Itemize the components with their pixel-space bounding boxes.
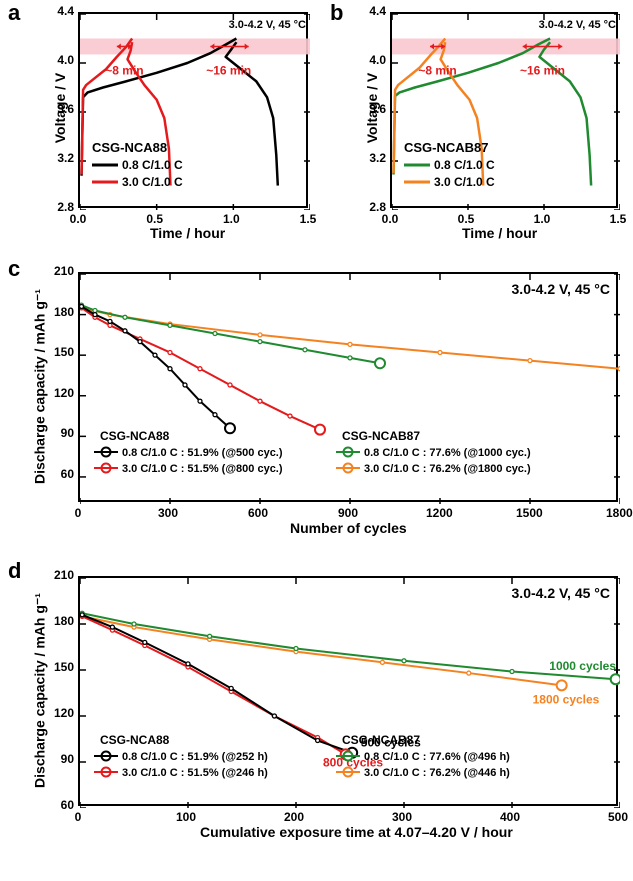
xlabel-a: Time / hour — [150, 225, 225, 241]
xtick: 600 — [246, 506, 270, 520]
ytick: 3.2 — [356, 151, 386, 165]
xtick: 0.0 — [66, 212, 90, 226]
chart-a: 3.0-4.2 V, 45 °C ~8 min ~16 min CSG-NCA88 0.… — [78, 12, 308, 208]
ytick: 180 — [44, 305, 74, 319]
ytick: 210 — [44, 568, 74, 582]
ytick: 120 — [44, 706, 74, 720]
svg-text:0.8 C/1.0 C : 51.9% (@252 h): 0.8 C/1.0 C : 51.9% (@252 h) — [122, 751, 268, 763]
chart-d: 3.0-4.2 V, 45 °C500 cycles800 cycles1000… — [78, 576, 618, 806]
svg-text:1000 cycles: 1000 cycles — [549, 659, 616, 673]
label-c: c — [8, 256, 20, 282]
xtick: 0.5 — [143, 212, 167, 226]
xtick: 200 — [282, 810, 306, 824]
svg-text:3.0-4.2 V, 45 °C: 3.0-4.2 V, 45 °C — [512, 585, 610, 601]
svg-text:3.0 C/1.0 C : 76.2% (@446 h): 3.0 C/1.0 C : 76.2% (@446 h) — [364, 767, 510, 779]
label-d: d — [8, 558, 21, 584]
svg-text:~8 min: ~8 min — [105, 63, 143, 77]
label-a: a — [8, 0, 20, 26]
svg-text:CSG-NCAB87: CSG-NCAB87 — [342, 429, 420, 443]
ytick: 150 — [44, 345, 74, 359]
svg-text:0.8 C/1.0 C : 77.6% (@1000 cyc: 0.8 C/1.0 C : 77.6% (@1000 cyc.) — [364, 447, 531, 459]
svg-text:CSG-NCAB87: CSG-NCAB87 — [404, 140, 489, 155]
figure-root: a 3.0-4.2 V, 45 °C ~8 min ~16 min CSG-NCA88… — [0, 0, 633, 881]
ytick: 3.6 — [44, 102, 74, 116]
ytick: 210 — [44, 264, 74, 278]
chart-c: 3.0-4.2 V, 45 °C CSG-NCA88 CSG-NCAB87 0.8 C… — [78, 272, 618, 502]
svg-text:3.0 C/1.0 C: 3.0 C/1.0 C — [434, 175, 495, 189]
ytick: 60 — [44, 798, 74, 812]
svg-text:CSG-NCAB87: CSG-NCAB87 — [342, 733, 420, 747]
xlabel-d: Cumulative exposure time at 4.07–4.20 V … — [200, 824, 513, 840]
svg-text:0.8 C/1.0 C : 51.9% (@500 cyc.: 0.8 C/1.0 C : 51.9% (@500 cyc.) — [122, 447, 283, 459]
svg-text:~16 min: ~16 min — [520, 63, 565, 77]
xtick: 0 — [66, 810, 90, 824]
svg-text:1800 cycles: 1800 cycles — [533, 693, 600, 707]
ytick: 120 — [44, 386, 74, 400]
xtick: 1200 — [426, 506, 450, 520]
xtick: 0.0 — [378, 212, 402, 226]
xtick: 400 — [498, 810, 522, 824]
ytick: 4.4 — [44, 4, 74, 18]
svg-text:3.0-4.2 V, 45 °C: 3.0-4.2 V, 45 °C — [539, 19, 616, 31]
xlabel-b: Time / hour — [462, 225, 537, 241]
ytick: 90 — [44, 426, 74, 440]
svg-text:3.0-4.2 V, 45 °C: 3.0-4.2 V, 45 °C — [229, 19, 306, 31]
svg-text:~16 min: ~16 min — [206, 63, 251, 77]
svg-text:3.0-4.2 V, 45 °C: 3.0-4.2 V, 45 °C — [512, 281, 610, 297]
xtick: 1.5 — [606, 212, 630, 226]
ytick: 4.0 — [44, 53, 74, 67]
ytick: 2.8 — [356, 200, 386, 214]
ytick: 2.8 — [44, 200, 74, 214]
ytick: 3.2 — [44, 151, 74, 165]
chart-d-svg: 3.0-4.2 V, 45 °C500 cycles800 cycles1000… — [80, 578, 620, 808]
xlabel-c: Number of cycles — [290, 520, 407, 536]
chart-c-svg: 3.0-4.2 V, 45 °C CSG-NCA88 CSG-NCAB87 0.8 C… — [80, 274, 620, 504]
ytick: 3.6 — [356, 102, 386, 116]
ytick: 180 — [44, 614, 74, 628]
xtick: 300 — [156, 506, 180, 520]
xtick: 1.5 — [296, 212, 320, 226]
ytick: 150 — [44, 660, 74, 674]
svg-text:~8 min: ~8 min — [418, 63, 456, 77]
svg-text:3.0 C/1.0 C : 51.5% (@800 cyc.: 3.0 C/1.0 C : 51.5% (@800 cyc.) — [122, 463, 283, 475]
xtick: 1800 — [606, 506, 630, 520]
xtick: 1.0 — [530, 212, 554, 226]
chart-b: 3.0-4.2 V, 45 °C ~8 min ~16 min CSG-NCAB87 0… — [390, 12, 618, 208]
svg-text:3.0 C/1.0 C : 51.5% (@246 h): 3.0 C/1.0 C : 51.5% (@246 h) — [122, 767, 268, 779]
xtick: 0.5 — [454, 212, 478, 226]
svg-text:CSG-NCA88: CSG-NCA88 — [92, 140, 167, 155]
svg-text:3.0 C/1.0 C : 76.2% (@1800 cyc: 3.0 C/1.0 C : 76.2% (@1800 cyc.) — [364, 463, 531, 475]
svg-text:3.0 C/1.0 C: 3.0 C/1.0 C — [122, 175, 183, 189]
xtick: 900 — [336, 506, 360, 520]
svg-text:CSG-NCA88: CSG-NCA88 — [100, 733, 170, 747]
chart-a-svg: 3.0-4.2 V, 45 °C ~8 min ~16 min CSG-NCA88 0.… — [80, 14, 310, 210]
svg-text:CSG-NCA88: CSG-NCA88 — [100, 429, 170, 443]
xtick: 0 — [66, 506, 90, 520]
chart-b-svg: 3.0-4.2 V, 45 °C ~8 min ~16 min CSG-NCAB87 0… — [392, 14, 620, 210]
ytick: 4.4 — [356, 4, 386, 18]
ytick: 60 — [44, 467, 74, 481]
xtick: 1.0 — [219, 212, 243, 226]
ylabel-d: Discharge capacity / mAh g⁻¹ — [32, 576, 49, 806]
ytick: 4.0 — [356, 53, 386, 67]
xtick: 500 — [606, 810, 630, 824]
xtick: 100 — [174, 810, 198, 824]
xtick: 1500 — [516, 506, 540, 520]
label-b: b — [330, 0, 343, 26]
svg-text:0.8 C/1.0 C : 77.6% (@496 h): 0.8 C/1.0 C : 77.6% (@496 h) — [364, 751, 510, 763]
ytick: 90 — [44, 752, 74, 766]
svg-text:0.8 C/1.0 C: 0.8 C/1.0 C — [122, 158, 183, 172]
xtick: 300 — [390, 810, 414, 824]
svg-text:0.8 C/1.0 C: 0.8 C/1.0 C — [434, 158, 495, 172]
